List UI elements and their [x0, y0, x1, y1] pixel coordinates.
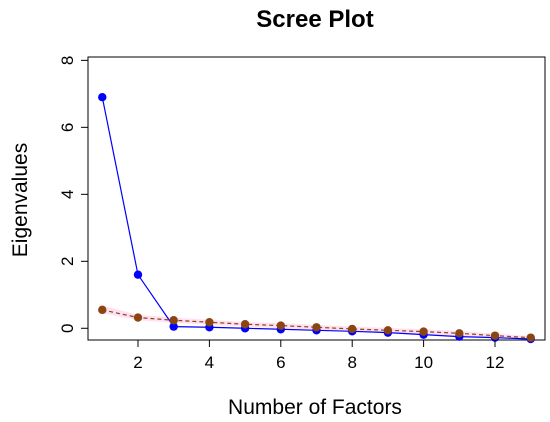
data-point-series-2: [526, 333, 535, 342]
data-point-series-2: [455, 329, 464, 338]
y-tick-label: 4: [58, 190, 77, 199]
x-tick-label: 10: [414, 353, 433, 372]
data-point-series-2: [348, 324, 357, 334]
y-tick-label: 2: [58, 257, 77, 266]
x-axis-label: Number of Factors: [228, 396, 402, 419]
data-point-series-2: [133, 313, 143, 322]
data-point-series-1: [98, 92, 107, 102]
plot-frame: [87, 56, 546, 341]
data-point-series-2: [490, 331, 500, 340]
x-tick-label: 4: [205, 353, 214, 372]
data-point-series-2: [419, 327, 428, 336]
data-point-series-2: [383, 326, 393, 335]
axes-layer: 2 4 6 8 10 12 0 2 4 6 8: [58, 56, 504, 372]
data-point-series-1: [169, 322, 178, 331]
x-tick-label: 2: [133, 353, 142, 372]
data-point-series-1: [133, 270, 143, 279]
series-line-1: [101, 97, 531, 340]
x-tick-label: 12: [486, 353, 505, 372]
data-point-series-2: [98, 305, 107, 315]
data-point-series-2: [240, 320, 250, 329]
data-point-series-2: [169, 316, 178, 325]
series-lines-layer: [101, 97, 531, 340]
data-point-series-2: [312, 323, 321, 332]
y-axis-label: Eigenvalues: [9, 143, 32, 257]
y-tick-label: 8: [58, 56, 77, 65]
y-tick-label: 0: [58, 324, 77, 333]
data-points-layer: [98, 92, 535, 344]
data-point-series-2: [205, 318, 214, 327]
x-tick-label: 8: [347, 353, 356, 372]
data-point-series-2: [276, 321, 285, 330]
x-tick-label: 6: [276, 353, 285, 372]
chart-title: Scree Plot: [256, 6, 373, 33]
y-tick-label: 6: [58, 123, 77, 132]
